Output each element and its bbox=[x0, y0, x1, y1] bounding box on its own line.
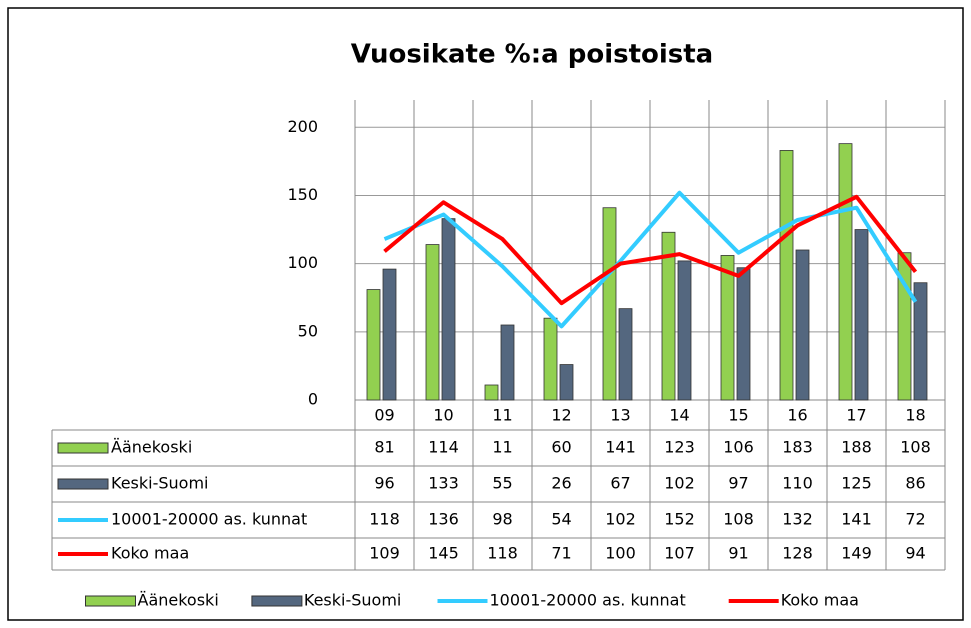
bar bbox=[543, 317, 558, 401]
table-series-name: Äänekoski bbox=[111, 438, 192, 457]
y-tick-label: 50 bbox=[298, 321, 318, 340]
table-value: 114 bbox=[428, 438, 459, 457]
bar bbox=[618, 308, 633, 401]
table-value: 141 bbox=[841, 510, 872, 529]
x-tick-label: 16 bbox=[787, 406, 807, 425]
bar bbox=[795, 249, 810, 401]
table-value: 149 bbox=[841, 544, 872, 563]
legend-label: Äänekoski bbox=[138, 591, 219, 610]
table-legend-key bbox=[57, 442, 109, 454]
table-value: 81 bbox=[374, 438, 394, 457]
line-series bbox=[383, 194, 918, 306]
bar bbox=[500, 324, 515, 401]
table-value: 110 bbox=[782, 474, 813, 493]
table-value: 55 bbox=[492, 474, 512, 493]
table-series-name: 10001-20000 as. kunnat bbox=[111, 510, 307, 529]
table-value: 123 bbox=[664, 438, 695, 457]
table-value: 132 bbox=[782, 510, 813, 529]
table-value: 145 bbox=[428, 544, 459, 563]
y-tick-label: 0 bbox=[308, 390, 318, 409]
table-value: 72 bbox=[905, 510, 925, 529]
bar bbox=[913, 282, 928, 401]
table-value: 118 bbox=[369, 510, 400, 529]
table-value: 60 bbox=[551, 438, 571, 457]
bar bbox=[838, 143, 853, 401]
y-tick-label: 100 bbox=[287, 253, 318, 272]
bar bbox=[720, 255, 735, 401]
line-series bbox=[383, 190, 918, 329]
y-tick-label: 150 bbox=[287, 185, 318, 204]
table-value: 109 bbox=[369, 544, 400, 563]
x-tick-label: 09 bbox=[374, 406, 394, 425]
table-value: 96 bbox=[374, 474, 394, 493]
table-value: 152 bbox=[664, 510, 695, 529]
table-value: 91 bbox=[728, 544, 748, 563]
bar bbox=[382, 268, 397, 401]
table-value: 133 bbox=[428, 474, 459, 493]
x-tick-label: 12 bbox=[551, 406, 571, 425]
bar bbox=[677, 260, 692, 401]
x-tick-label: 14 bbox=[669, 406, 689, 425]
legend-label: Koko maa bbox=[781, 591, 859, 610]
bar bbox=[779, 150, 794, 401]
table-value: 102 bbox=[664, 474, 695, 493]
legend-label: 10001-20000 as. kunnat bbox=[490, 591, 686, 610]
table-value: 54 bbox=[551, 510, 571, 529]
legend-key bbox=[251, 595, 303, 607]
table-value: 26 bbox=[551, 474, 571, 493]
bar bbox=[736, 267, 751, 401]
table-value: 108 bbox=[723, 510, 754, 529]
x-tick-label: 17 bbox=[846, 406, 866, 425]
legend-label: Keski-Suomi bbox=[304, 591, 401, 610]
bar bbox=[366, 289, 381, 401]
legend-key bbox=[85, 595, 136, 607]
x-tick-label: 15 bbox=[728, 406, 748, 425]
chart-title: Vuosikate %:a poistoista bbox=[351, 40, 713, 70]
table-value: 86 bbox=[905, 474, 925, 493]
table-value: 188 bbox=[841, 438, 872, 457]
bar bbox=[854, 229, 869, 401]
table-value: 98 bbox=[492, 510, 512, 529]
table-value: 71 bbox=[551, 544, 571, 563]
bar bbox=[559, 364, 574, 401]
bar bbox=[484, 384, 499, 401]
x-tick-label: 13 bbox=[610, 406, 630, 425]
table-value: 128 bbox=[782, 544, 813, 563]
table-value: 106 bbox=[723, 438, 754, 457]
table-legend-key bbox=[57, 478, 109, 490]
table-series-name: Keski-Suomi bbox=[111, 474, 208, 493]
table-value: 108 bbox=[900, 438, 931, 457]
table-value: 118 bbox=[487, 544, 518, 563]
table-series-name: Koko maa bbox=[111, 544, 189, 563]
x-tick-label: 11 bbox=[492, 406, 512, 425]
table-value: 125 bbox=[841, 474, 872, 493]
table-value: 97 bbox=[728, 474, 748, 493]
table-value: 136 bbox=[428, 510, 459, 529]
bar bbox=[425, 244, 440, 401]
table-value: 141 bbox=[605, 438, 636, 457]
bar bbox=[661, 231, 676, 401]
bar bbox=[602, 207, 617, 401]
x-tick-label: 18 bbox=[905, 406, 925, 425]
table-value: 94 bbox=[905, 544, 925, 563]
x-tick-label: 10 bbox=[433, 406, 453, 425]
table-value: 67 bbox=[610, 474, 630, 493]
table-value: 11 bbox=[492, 438, 512, 457]
table-value: 183 bbox=[782, 438, 813, 457]
table-value: 102 bbox=[605, 510, 636, 529]
table-value: 100 bbox=[605, 544, 636, 563]
table-value: 107 bbox=[664, 544, 695, 563]
y-tick-label: 200 bbox=[287, 117, 318, 136]
bar bbox=[441, 218, 456, 401]
